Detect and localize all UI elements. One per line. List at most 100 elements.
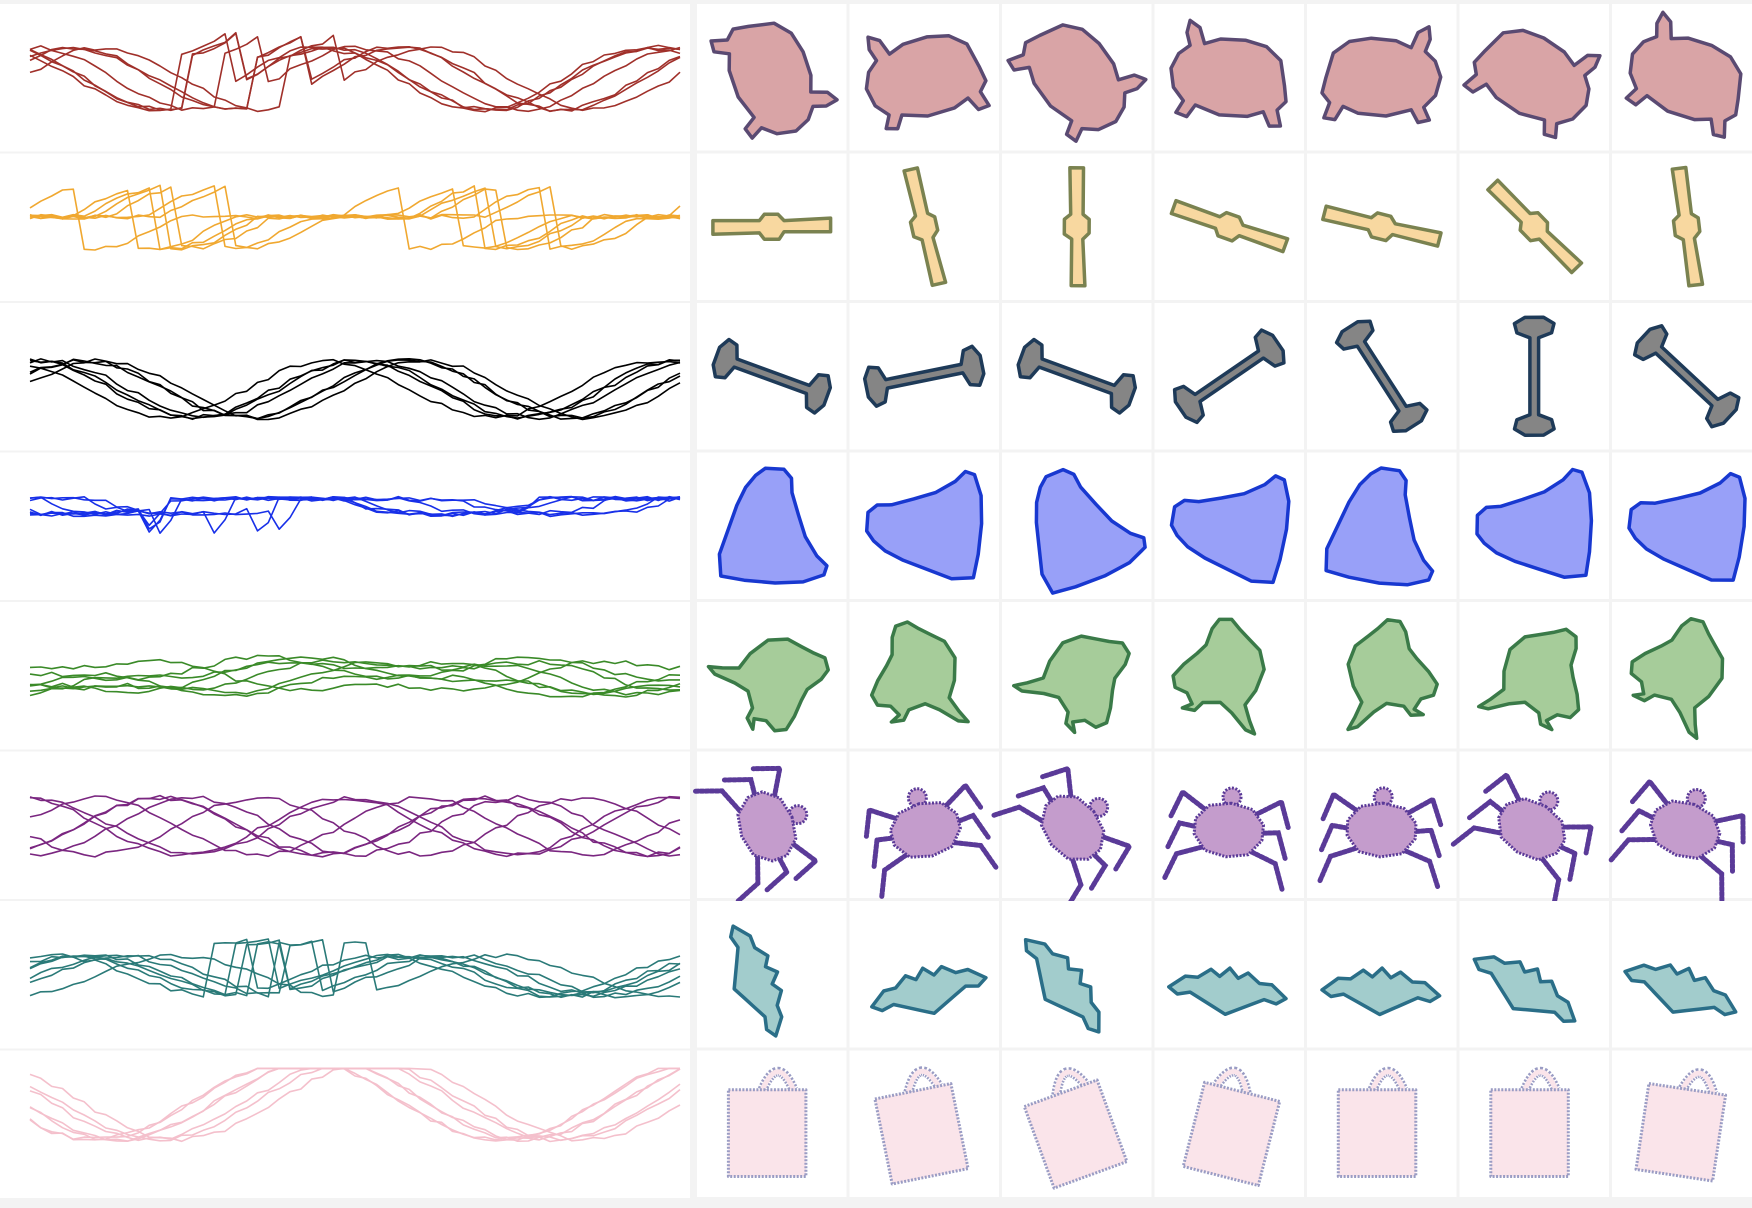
beetle-leg [1699,854,1725,903]
curve-line [29,941,681,998]
shape-cell [1307,751,1457,898]
bird-silhouette [1476,627,1581,732]
beetle-leg [1320,790,1361,822]
shape-cell [697,1050,847,1197]
dumbbell-silhouette [1016,337,1138,415]
curve-line [29,938,681,999]
bird-silhouette [706,637,830,733]
beetle-silhouette [1497,797,1567,862]
curve-panel [0,1050,690,1198]
turtle-silhouette [864,34,991,131]
mug-silhouette [1634,1082,1728,1183]
beetle-leg [1040,765,1074,801]
beetle-silhouette [1345,801,1418,859]
beetle-leg [879,852,909,899]
shape-cell [1459,1050,1609,1197]
mug-handle-inner [1370,1069,1406,1091]
mug-handle-inner [1053,1069,1088,1096]
mug-silhouette [1489,1088,1570,1178]
row-dumbbell [0,303,1752,451]
curve-line [29,938,681,999]
beetle-leg [991,804,1045,824]
beetle-leg [1404,795,1444,828]
shape-cell [697,901,847,1048]
turtle-silhouette [1462,28,1602,140]
curve-line [29,795,681,858]
shape-cell [1612,303,1752,450]
mug-handle-inner [760,1069,796,1091]
curve-panel [0,153,690,301]
beetle-leg [1317,845,1359,884]
shape-cell [1154,751,1304,898]
bird-silhouette [869,620,970,724]
shape-cell [849,1050,999,1197]
bone-silhouette [1670,165,1705,288]
shape-cell [849,153,999,300]
curve-line [29,659,681,695]
mug-handle-inner [1680,1070,1716,1095]
shape-cell [849,751,999,899]
beetle-leg [1252,798,1291,830]
bone-silhouette [1169,198,1290,254]
shape-cell [849,303,999,450]
curve-line [29,32,681,112]
shape-cell [1154,1050,1304,1197]
bone-silhouette [1321,204,1443,248]
bone-silhouette [711,212,833,241]
dumbbell-silhouette [1512,315,1556,437]
mug-silhouette [1022,1078,1129,1190]
curve-line [29,358,681,419]
bell-silhouette [864,469,984,581]
bell-silhouette [1324,466,1435,587]
shape-cell [1154,452,1304,599]
curve-panel [0,901,690,1049]
bird-silhouette [1629,616,1725,741]
bird-silhouette [1346,617,1439,732]
bat-silhouette [1472,955,1577,1024]
curve-line [29,794,681,858]
bat-silhouette [728,924,784,1038]
beetle-leg [1711,812,1746,845]
curve-line [29,32,681,113]
curve-group [29,654,681,698]
shape-cell [849,602,999,749]
shape-cell [1154,602,1304,749]
bat-silhouette [870,964,988,1016]
shape-cell [1612,901,1752,1048]
beetle-leg [1630,777,1671,808]
beetle-leg [750,765,783,800]
curve-group [29,794,681,858]
mug-silhouette [726,1088,808,1178]
shape-cell [1307,153,1457,300]
curve-line [29,358,681,421]
shape-cell [1307,303,1457,450]
dumbbell-silhouette [862,344,986,408]
curve-line [29,1067,681,1142]
shape-cell [1307,1050,1457,1197]
shape-cell [1459,303,1609,450]
beetle-leg [693,788,743,814]
curve-group [29,495,681,535]
shape-cell [991,751,1152,910]
beetle-leg [1559,824,1595,856]
shape-cell [1154,153,1304,300]
shape-cell [1307,901,1457,1048]
dumbbell-silhouette [711,337,833,415]
curve-line [29,796,681,858]
mug-silhouette [873,1082,970,1186]
bat-silhouette [1023,937,1101,1034]
beetle-leg [1099,834,1134,872]
shape-cell [1459,153,1609,300]
shape-cell [1154,303,1304,450]
shape-cell [1002,153,1152,300]
shape-cell [1002,4,1152,151]
mug-handle-inner [1214,1069,1250,1094]
curve-line [29,35,681,113]
beetle-silhouette [1039,794,1106,861]
bat-silhouette [1320,966,1442,1017]
beetle-leg [863,806,900,839]
turtle-silhouette [1169,18,1288,128]
bell-silhouette [1034,467,1147,595]
curve-line [29,794,681,858]
